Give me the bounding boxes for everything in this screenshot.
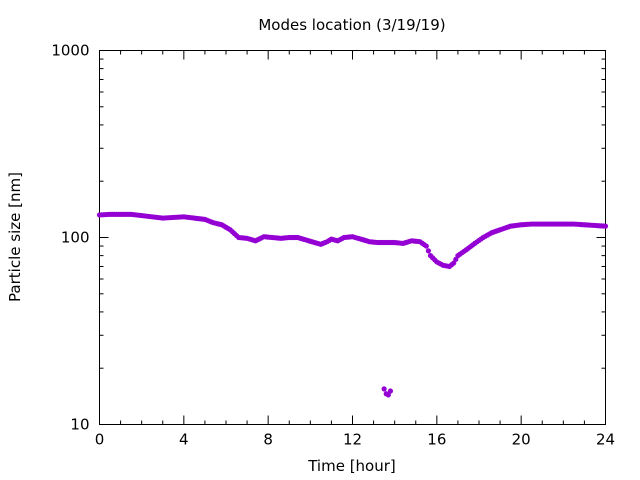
data-point <box>387 388 394 394</box>
y-tick-label: 1000 <box>51 42 89 60</box>
data-point <box>385 392 391 398</box>
x-tick-label: 24 <box>596 431 615 449</box>
y-axis-label: Particle size [nm] <box>6 172 24 302</box>
chart-title: Modes location (3/19/19) <box>258 16 445 34</box>
x-tick-label: 12 <box>343 431 362 449</box>
y-tick-label: 100 <box>61 229 90 247</box>
data-point <box>425 248 431 254</box>
data-point <box>381 386 387 392</box>
x-tick-label: 0 <box>95 431 105 449</box>
axis-ticks: 0 4 8 12 16 20 24 10 100 1000 <box>51 42 615 449</box>
data-point <box>423 243 429 249</box>
data-point <box>602 223 609 229</box>
x-tick-label: 4 <box>179 431 189 449</box>
y-tick-label: 10 <box>70 416 89 434</box>
x-tick-label: 16 <box>427 431 446 449</box>
x-tick-label: 20 <box>512 431 531 449</box>
data-points <box>96 211 609 398</box>
x-axis-label: Time [hour] <box>307 457 396 475</box>
x-tick-label: 8 <box>263 431 273 449</box>
